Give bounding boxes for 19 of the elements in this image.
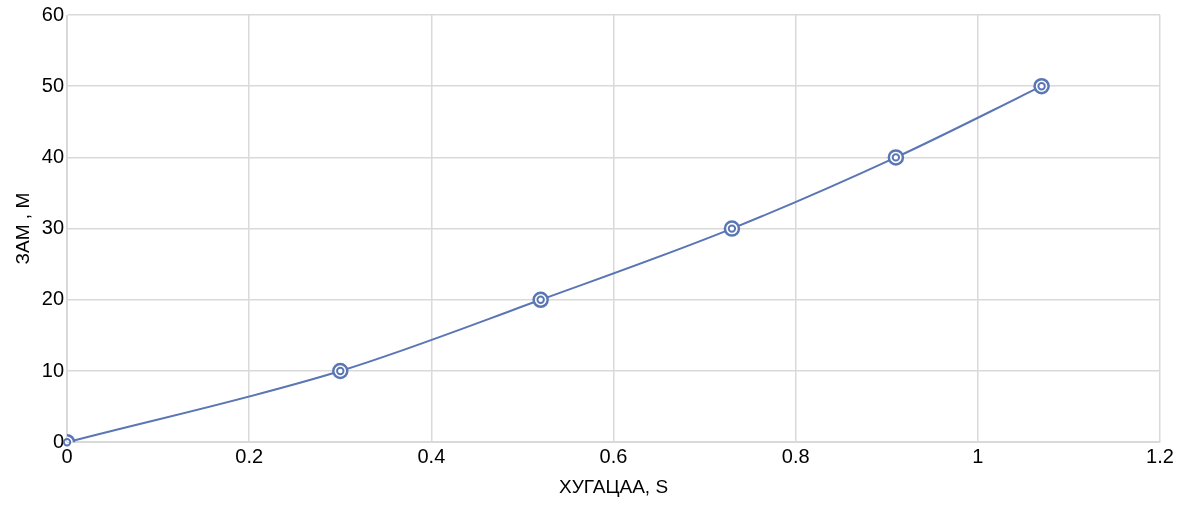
- x-tick-label: 1.2: [1146, 444, 1174, 467]
- y-tick-label: 20: [41, 287, 65, 310]
- y-axis-title: ЗАМ , M: [11, 192, 33, 265]
- point: [1033, 77, 1050, 95]
- x-tick-label: 1: [972, 444, 984, 467]
- x-tick-label: 0.2: [235, 444, 264, 467]
- x-tick-label: 0.4: [417, 444, 446, 467]
- point: [723, 220, 741, 237]
- point: [332, 362, 349, 380]
- x-tick-label: 0.8: [781, 444, 810, 467]
- y-tick-label: 30: [41, 216, 65, 239]
- x-axis-title: ХУГАЦАА, S: [558, 475, 669, 497]
- point: [532, 291, 549, 309]
- y-tick-label: 40: [41, 144, 65, 167]
- y-tick-label: 50: [41, 73, 65, 96]
- y-tick-label: 60: [41, 2, 65, 25]
- point: [887, 149, 905, 166]
- y-tick-label: 10: [41, 358, 65, 381]
- x-tick-label: 0.6: [599, 444, 628, 467]
